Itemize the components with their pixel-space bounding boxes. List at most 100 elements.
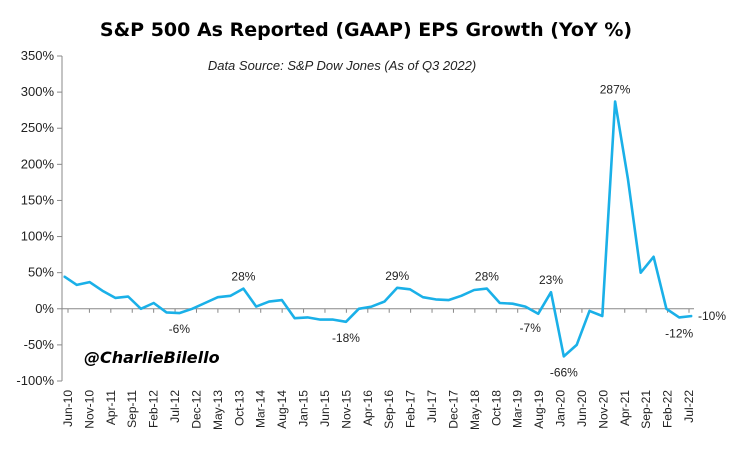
data-point bbox=[332, 319, 334, 321]
data-point bbox=[576, 344, 578, 346]
series-layer bbox=[63, 100, 693, 358]
data-point bbox=[242, 287, 245, 290]
data-point bbox=[165, 311, 168, 313]
x-tick-label: Oct-13 bbox=[232, 390, 246, 426]
data-point bbox=[499, 302, 501, 304]
x-tick-label: Sep-21 bbox=[639, 390, 653, 429]
data-point bbox=[601, 315, 603, 317]
data-point bbox=[550, 291, 552, 293]
data-point bbox=[294, 317, 296, 319]
x-axis: Jun-10 Nov-10 Apr-11 Sep-11 Feb-12 Jul-12 Dec-… bbox=[61, 308, 696, 430]
y-tick-label: 250% bbox=[21, 120, 55, 135]
x-tick-label: Nov-15 bbox=[339, 390, 353, 429]
data-point bbox=[614, 100, 616, 103]
x-tick-label: May-18 bbox=[468, 390, 482, 430]
data-point bbox=[101, 290, 104, 292]
x-tick-label: Sep-11 bbox=[125, 390, 139, 428]
x-tick-label: Aug-19 bbox=[532, 390, 546, 429]
x-tick-label: Mar-14 bbox=[254, 390, 268, 428]
data-label: 287% bbox=[600, 83, 631, 97]
data-point bbox=[588, 310, 591, 312]
data-point bbox=[268, 300, 270, 303]
data-point bbox=[345, 321, 347, 323]
x-tick-label: Feb-12 bbox=[147, 390, 161, 428]
x-tick-label: Aug-14 bbox=[275, 390, 289, 429]
data-point bbox=[89, 281, 91, 283]
data-label: -10% bbox=[698, 309, 726, 323]
data-point bbox=[563, 355, 565, 358]
data-point bbox=[627, 178, 629, 180]
data-point bbox=[306, 316, 309, 319]
data-point bbox=[524, 306, 526, 308]
x-tick-label: May-13 bbox=[211, 390, 225, 430]
data-point bbox=[140, 308, 142, 310]
data-point bbox=[153, 302, 155, 304]
data-label: -66% bbox=[550, 365, 578, 379]
x-tick-label: Oct-18 bbox=[489, 390, 503, 426]
chart-subtitle: Data Source: S&P Dow Jones (As of Q3 202… bbox=[208, 58, 476, 73]
x-tick-label: Feb-17 bbox=[404, 390, 418, 428]
data-label: -7% bbox=[520, 321, 542, 335]
data-point bbox=[537, 313, 539, 315]
x-tick-label: Feb-22 bbox=[661, 390, 675, 428]
y-tick-label: -100% bbox=[16, 373, 54, 388]
data-label: 23% bbox=[539, 273, 563, 287]
data-label: -12% bbox=[665, 326, 693, 340]
eps-growth-line bbox=[63, 100, 693, 358]
x-tick-label: Apr-16 bbox=[361, 390, 375, 426]
chart-title: S&P 500 As Reported (GAAP) EPS Growth (Y… bbox=[100, 19, 632, 41]
x-tick-label: Apr-21 bbox=[618, 390, 632, 426]
y-tick-label: 150% bbox=[21, 192, 55, 207]
y-tick-label: 50% bbox=[28, 265, 54, 280]
data-point bbox=[178, 312, 180, 314]
data-point bbox=[217, 296, 219, 298]
y-tick-label: 0% bbox=[35, 301, 54, 316]
watermark-text: @CharlieBilello bbox=[84, 348, 220, 367]
y-axis: 350% 300% 250% 200% 150% 100% 50% 0% -50% -100% bbox=[16, 48, 63, 388]
data-point bbox=[281, 299, 283, 301]
data-point bbox=[114, 297, 116, 299]
y-tick-label: 100% bbox=[21, 229, 55, 244]
data-label: -6% bbox=[169, 322, 191, 336]
data-point bbox=[127, 295, 129, 298]
x-tick-label: Apr-11 bbox=[104, 390, 118, 425]
data-point bbox=[652, 256, 655, 258]
x-tick-label: Jul-22 bbox=[682, 390, 696, 423]
data-point bbox=[319, 319, 321, 321]
x-tick-label: Jun-15 bbox=[318, 390, 332, 427]
data-point bbox=[691, 315, 693, 317]
data-point bbox=[486, 287, 488, 290]
x-tick-label: Jul-12 bbox=[168, 390, 182, 423]
x-tick-label: Dec-12 bbox=[189, 390, 203, 429]
x-tick-label: Nov-20 bbox=[596, 390, 610, 429]
x-tick-label: Jun-20 bbox=[575, 390, 589, 427]
data-point bbox=[435, 298, 437, 300]
data-label: 28% bbox=[231, 270, 255, 284]
data-label: 28% bbox=[475, 270, 499, 284]
data-point bbox=[191, 308, 193, 310]
data-point bbox=[678, 316, 680, 319]
data-point bbox=[230, 295, 232, 297]
data-point bbox=[511, 303, 514, 305]
data-point bbox=[447, 299, 450, 301]
x-tick-label: Jun-10 bbox=[61, 390, 75, 427]
x-tick-label: Jul-17 bbox=[425, 390, 439, 423]
data-point bbox=[383, 300, 386, 303]
x-tick-label: Dec-17 bbox=[446, 390, 460, 429]
data-point bbox=[422, 296, 424, 298]
x-tick-label: Mar-19 bbox=[511, 390, 525, 428]
data-point bbox=[460, 295, 462, 297]
x-tick-label: Sep-16 bbox=[382, 390, 396, 429]
data-point bbox=[409, 288, 411, 290]
data-point bbox=[665, 308, 667, 310]
data-label: -18% bbox=[332, 331, 360, 345]
data-point bbox=[76, 284, 78, 286]
y-tick-label: 300% bbox=[21, 84, 55, 99]
x-tick-label: Nov-10 bbox=[82, 390, 96, 429]
data-point bbox=[473, 289, 475, 291]
x-tick-label: Jan-20 bbox=[554, 390, 568, 427]
y-tick-label: 200% bbox=[21, 156, 55, 171]
y-tick-label: 350% bbox=[21, 48, 55, 63]
data-point bbox=[63, 275, 65, 277]
